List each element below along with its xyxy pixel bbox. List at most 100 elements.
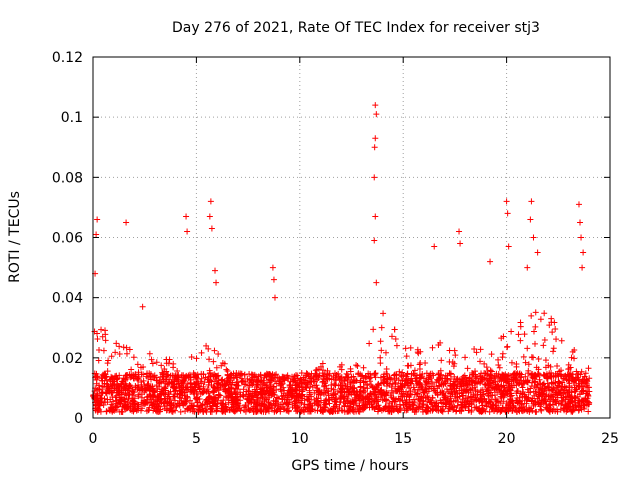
data-point xyxy=(343,393,350,400)
data-point xyxy=(517,390,524,397)
data-point xyxy=(208,225,215,232)
data-point xyxy=(101,372,108,379)
data-point xyxy=(388,333,395,340)
data-point xyxy=(431,387,438,394)
data-point xyxy=(143,394,150,401)
data-point xyxy=(427,370,434,377)
data-point xyxy=(496,364,503,371)
data-point xyxy=(553,389,560,396)
data-point xyxy=(120,398,127,405)
data-point xyxy=(265,399,272,406)
data-point xyxy=(301,397,308,404)
data-point xyxy=(279,396,286,403)
data-point xyxy=(198,380,205,387)
data-point xyxy=(105,382,112,389)
data-point xyxy=(560,405,567,412)
data-point xyxy=(246,384,253,391)
data-point xyxy=(312,370,319,377)
data-point xyxy=(371,389,378,396)
data-point xyxy=(463,401,470,408)
data-point xyxy=(265,371,272,378)
data-point xyxy=(546,384,553,391)
data-point xyxy=(465,377,472,384)
data-point xyxy=(95,386,102,393)
data-point xyxy=(459,396,466,403)
data-point xyxy=(194,399,201,406)
data-point xyxy=(486,408,493,415)
data-point xyxy=(219,408,226,415)
data-point xyxy=(300,379,307,386)
data-point xyxy=(451,382,458,389)
data-point xyxy=(187,404,194,411)
data-point xyxy=(435,377,442,384)
data-point xyxy=(457,240,464,247)
data-point xyxy=(321,383,328,390)
data-point xyxy=(242,408,249,415)
data-point xyxy=(538,407,545,414)
data-point xyxy=(300,404,307,411)
data-point xyxy=(505,378,512,385)
data-point xyxy=(331,380,338,387)
data-point xyxy=(525,389,532,396)
data-point xyxy=(402,345,409,352)
data-point xyxy=(223,378,230,385)
y-tick-label: 0 xyxy=(74,411,83,427)
data-point xyxy=(134,361,141,368)
data-point xyxy=(437,397,444,404)
data-point xyxy=(429,344,436,351)
data-point xyxy=(535,399,542,406)
data-point xyxy=(552,380,559,387)
data-point xyxy=(319,407,326,414)
data-point xyxy=(350,387,357,394)
data-point xyxy=(411,367,418,374)
data-point xyxy=(481,360,488,367)
data-point xyxy=(109,374,116,381)
data-points xyxy=(90,102,593,415)
data-point xyxy=(458,375,465,382)
data-point xyxy=(415,396,422,403)
data-point xyxy=(117,400,124,407)
data-point xyxy=(580,380,587,387)
data-point xyxy=(368,396,375,403)
data-point xyxy=(123,219,130,226)
data-point xyxy=(218,400,225,407)
data-point xyxy=(415,350,422,357)
y-tick-label: 0.02 xyxy=(52,351,83,367)
data-point xyxy=(253,373,260,380)
data-point xyxy=(508,390,515,397)
data-point xyxy=(339,389,346,396)
data-point xyxy=(367,390,374,397)
data-point xyxy=(188,400,195,407)
data-point xyxy=(434,403,441,410)
data-point xyxy=(116,351,123,358)
data-point xyxy=(481,396,488,403)
data-point xyxy=(319,360,326,367)
data-point xyxy=(513,372,520,379)
data-point xyxy=(101,395,108,402)
data-point xyxy=(199,389,206,396)
data-point xyxy=(464,395,471,402)
data-point xyxy=(438,407,445,414)
data-point xyxy=(459,404,466,411)
data-point xyxy=(577,219,584,226)
data-point xyxy=(578,406,585,413)
data-point xyxy=(240,392,247,399)
data-point xyxy=(188,354,195,361)
data-point xyxy=(170,372,177,379)
data-point xyxy=(311,382,318,389)
data-point xyxy=(500,388,507,395)
data-point xyxy=(191,391,198,398)
data-point xyxy=(508,359,515,366)
data-point xyxy=(579,383,586,390)
data-point xyxy=(238,378,245,385)
data-point xyxy=(499,391,506,398)
data-point xyxy=(125,395,132,402)
data-point xyxy=(261,387,268,394)
data-point xyxy=(565,399,572,406)
data-point xyxy=(370,326,377,333)
data-point xyxy=(170,360,177,367)
data-point xyxy=(224,394,231,401)
data-point xyxy=(270,276,277,283)
data-point xyxy=(532,309,539,316)
data-point xyxy=(123,350,130,357)
